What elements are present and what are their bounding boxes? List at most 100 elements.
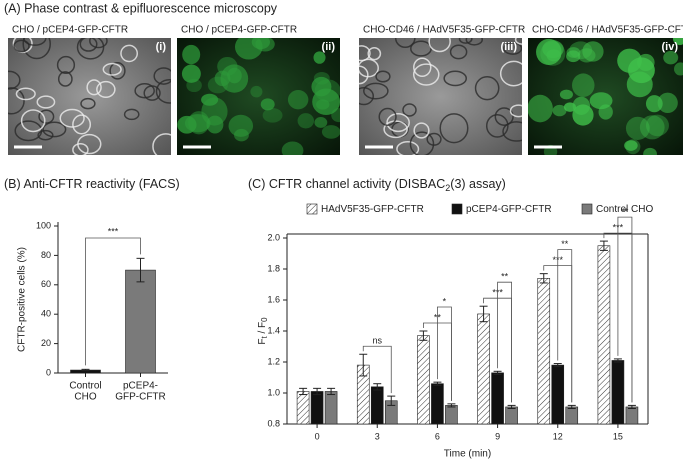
cell	[413, 122, 430, 139]
cell	[410, 40, 432, 57]
micrograph	[359, 38, 522, 155]
significance-bracket	[437, 306, 452, 401]
title-subscript: 2	[445, 183, 450, 193]
cell	[134, 83, 155, 99]
bar	[505, 406, 518, 425]
x-tick-label: 9	[495, 431, 500, 441]
cell	[552, 104, 567, 117]
panel-title: (A) Phase contrast & epifluorescence mic…	[4, 1, 278, 15]
cell	[359, 45, 371, 62]
cell	[220, 64, 249, 93]
micrograph	[8, 38, 171, 155]
cell	[86, 79, 102, 96]
y-label-subscript: 0	[260, 317, 269, 322]
cell	[316, 99, 330, 110]
cell	[297, 113, 315, 129]
y-tick-label: 40	[41, 309, 51, 319]
cell	[255, 38, 275, 52]
cell	[572, 96, 591, 115]
image-background	[8, 38, 171, 155]
cell	[412, 63, 440, 86]
cell	[572, 73, 595, 98]
significance-bracket	[617, 216, 633, 403]
y-tick-label: 1.2	[267, 356, 280, 366]
cell	[80, 97, 96, 110]
cell	[509, 104, 522, 118]
cell	[287, 90, 309, 110]
cell	[76, 38, 105, 60]
y-tick-label: 0	[46, 367, 51, 377]
cell	[645, 114, 669, 137]
cell	[378, 107, 397, 126]
cell	[38, 109, 55, 124]
significance-label: **	[621, 206, 629, 216]
cell	[502, 121, 522, 142]
y-label-subscript: t	[260, 336, 269, 339]
x-tick-label: GFP-CFTR	[115, 392, 166, 403]
cell	[428, 38, 451, 53]
cell	[396, 141, 420, 155]
cell	[503, 42, 522, 55]
significance-label: *	[443, 296, 447, 306]
significance-bracket	[85, 237, 141, 366]
cell	[89, 38, 108, 49]
cell	[409, 131, 435, 155]
bar	[310, 391, 324, 425]
cell	[23, 38, 47, 46]
cell	[627, 57, 655, 84]
x-tick-label: 6	[435, 431, 440, 441]
cell	[120, 44, 139, 63]
title-text: (B) Anti-CFTR reactivity (FACS)	[4, 177, 180, 191]
cell	[582, 41, 604, 62]
y-tick-label: 1.8	[267, 263, 280, 273]
cell	[153, 67, 171, 85]
cells	[8, 38, 171, 155]
significance-label: ns	[372, 336, 382, 346]
cell	[181, 64, 201, 83]
chart-title: (B) Anti-CFTR reactivity (FACS)	[4, 177, 180, 191]
cells	[528, 38, 683, 155]
cell	[314, 117, 328, 128]
cell	[42, 121, 67, 138]
legend-swatch	[451, 203, 463, 215]
y-tick-label: 100	[36, 220, 51, 230]
cell	[359, 87, 375, 106]
cell	[643, 147, 657, 155]
x-tick-label: pCEP4-	[123, 381, 158, 392]
cell	[234, 128, 249, 142]
bar	[296, 391, 310, 425]
cell	[182, 44, 201, 65]
cell	[363, 82, 389, 100]
cell	[540, 41, 566, 66]
bar	[611, 360, 625, 425]
image-caption: CHO-CD46 / HAdV5F35-GFP-CFTR	[532, 25, 683, 36]
image-label: (ii)	[322, 41, 336, 53]
cell	[458, 38, 473, 44]
cell	[152, 133, 171, 155]
cell	[589, 92, 613, 110]
legend-swatch	[581, 203, 593, 215]
bar	[491, 372, 504, 425]
cell	[625, 116, 650, 140]
y-label-text: / F	[257, 322, 268, 336]
cells	[359, 38, 522, 155]
cell	[250, 85, 263, 98]
cell	[443, 70, 468, 87]
cell	[155, 79, 171, 104]
cell	[13, 39, 30, 53]
bar	[597, 245, 611, 425]
cell	[499, 60, 522, 87]
y-tick-label: 2.0	[267, 232, 280, 242]
cell	[402, 103, 417, 117]
significance-label: ***	[108, 226, 119, 236]
chart-title: (C) CFTR channel activity (DISBAC2(3) as…	[248, 177, 506, 193]
y-tick-label: 0.8	[267, 418, 280, 428]
bar	[537, 277, 551, 425]
significance-bracket	[497, 281, 512, 403]
cell	[386, 112, 410, 133]
cell	[262, 108, 283, 123]
y-label-text: F	[257, 339, 268, 345]
image-label: (iii)	[501, 41, 518, 53]
cell	[313, 51, 326, 64]
cell	[536, 38, 562, 66]
